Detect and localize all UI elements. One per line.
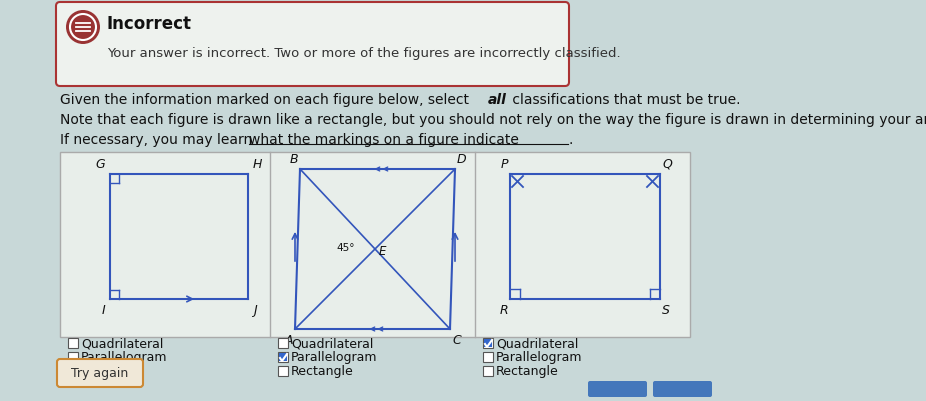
Text: Your answer is incorrect. Two or more of the figures are incorrectly classified.: Your answer is incorrect. Two or more of… — [107, 47, 620, 60]
Bar — [484, 339, 492, 347]
Text: P: P — [500, 158, 508, 170]
Text: D: D — [457, 153, 467, 166]
Text: R: R — [499, 303, 508, 316]
Bar — [279, 353, 287, 361]
FancyBboxPatch shape — [57, 359, 143, 387]
Text: E: E — [379, 245, 386, 258]
Text: Rectangle: Rectangle — [81, 365, 144, 378]
Bar — [68, 366, 78, 376]
Text: Q: Q — [662, 158, 672, 170]
Text: B: B — [289, 153, 298, 166]
Text: Rectangle: Rectangle — [291, 365, 354, 378]
Text: Quadrilateral: Quadrilateral — [81, 337, 163, 350]
Text: A: A — [284, 333, 293, 346]
FancyBboxPatch shape — [56, 3, 569, 87]
Text: J: J — [253, 303, 257, 316]
Text: Given the information marked on each figure below, select: Given the information marked on each fig… — [60, 93, 473, 107]
Text: Note that each figure is drawn like a rectangle, but you should not rely on the : Note that each figure is drawn like a re… — [60, 113, 926, 127]
Text: Try again: Try again — [71, 367, 129, 380]
Text: what the markings on a figure indicate: what the markings on a figure indicate — [249, 133, 519, 147]
Bar — [68, 352, 78, 362]
Bar — [483, 338, 493, 348]
Bar — [483, 352, 493, 362]
Text: C: C — [452, 333, 461, 346]
Text: Parallelogram: Parallelogram — [291, 350, 378, 364]
Text: classifications that must be true.: classifications that must be true. — [508, 93, 741, 107]
Text: H: H — [253, 158, 262, 170]
Text: all: all — [488, 93, 507, 107]
Text: Quadrilateral: Quadrilateral — [291, 337, 373, 350]
Text: G: G — [95, 158, 105, 170]
Bar — [483, 366, 493, 376]
Text: Parallelogram: Parallelogram — [81, 350, 168, 364]
Bar — [278, 352, 288, 362]
Text: Parallelogram: Parallelogram — [496, 350, 582, 364]
Bar — [278, 366, 288, 376]
Bar — [60, 153, 690, 337]
Text: Quadrilateral: Quadrilateral — [496, 337, 579, 350]
Text: S: S — [662, 303, 669, 316]
Text: Incorrect: Incorrect — [107, 15, 192, 33]
FancyBboxPatch shape — [653, 381, 712, 397]
Text: I: I — [101, 303, 105, 316]
Text: .: . — [569, 133, 573, 147]
Bar — [278, 338, 288, 348]
Text: Rectangle: Rectangle — [496, 365, 558, 378]
Text: If necessary, you may learn: If necessary, you may learn — [60, 133, 257, 147]
Circle shape — [66, 11, 100, 45]
Text: 45°: 45° — [336, 242, 355, 252]
Bar — [68, 338, 78, 348]
FancyBboxPatch shape — [588, 381, 647, 397]
